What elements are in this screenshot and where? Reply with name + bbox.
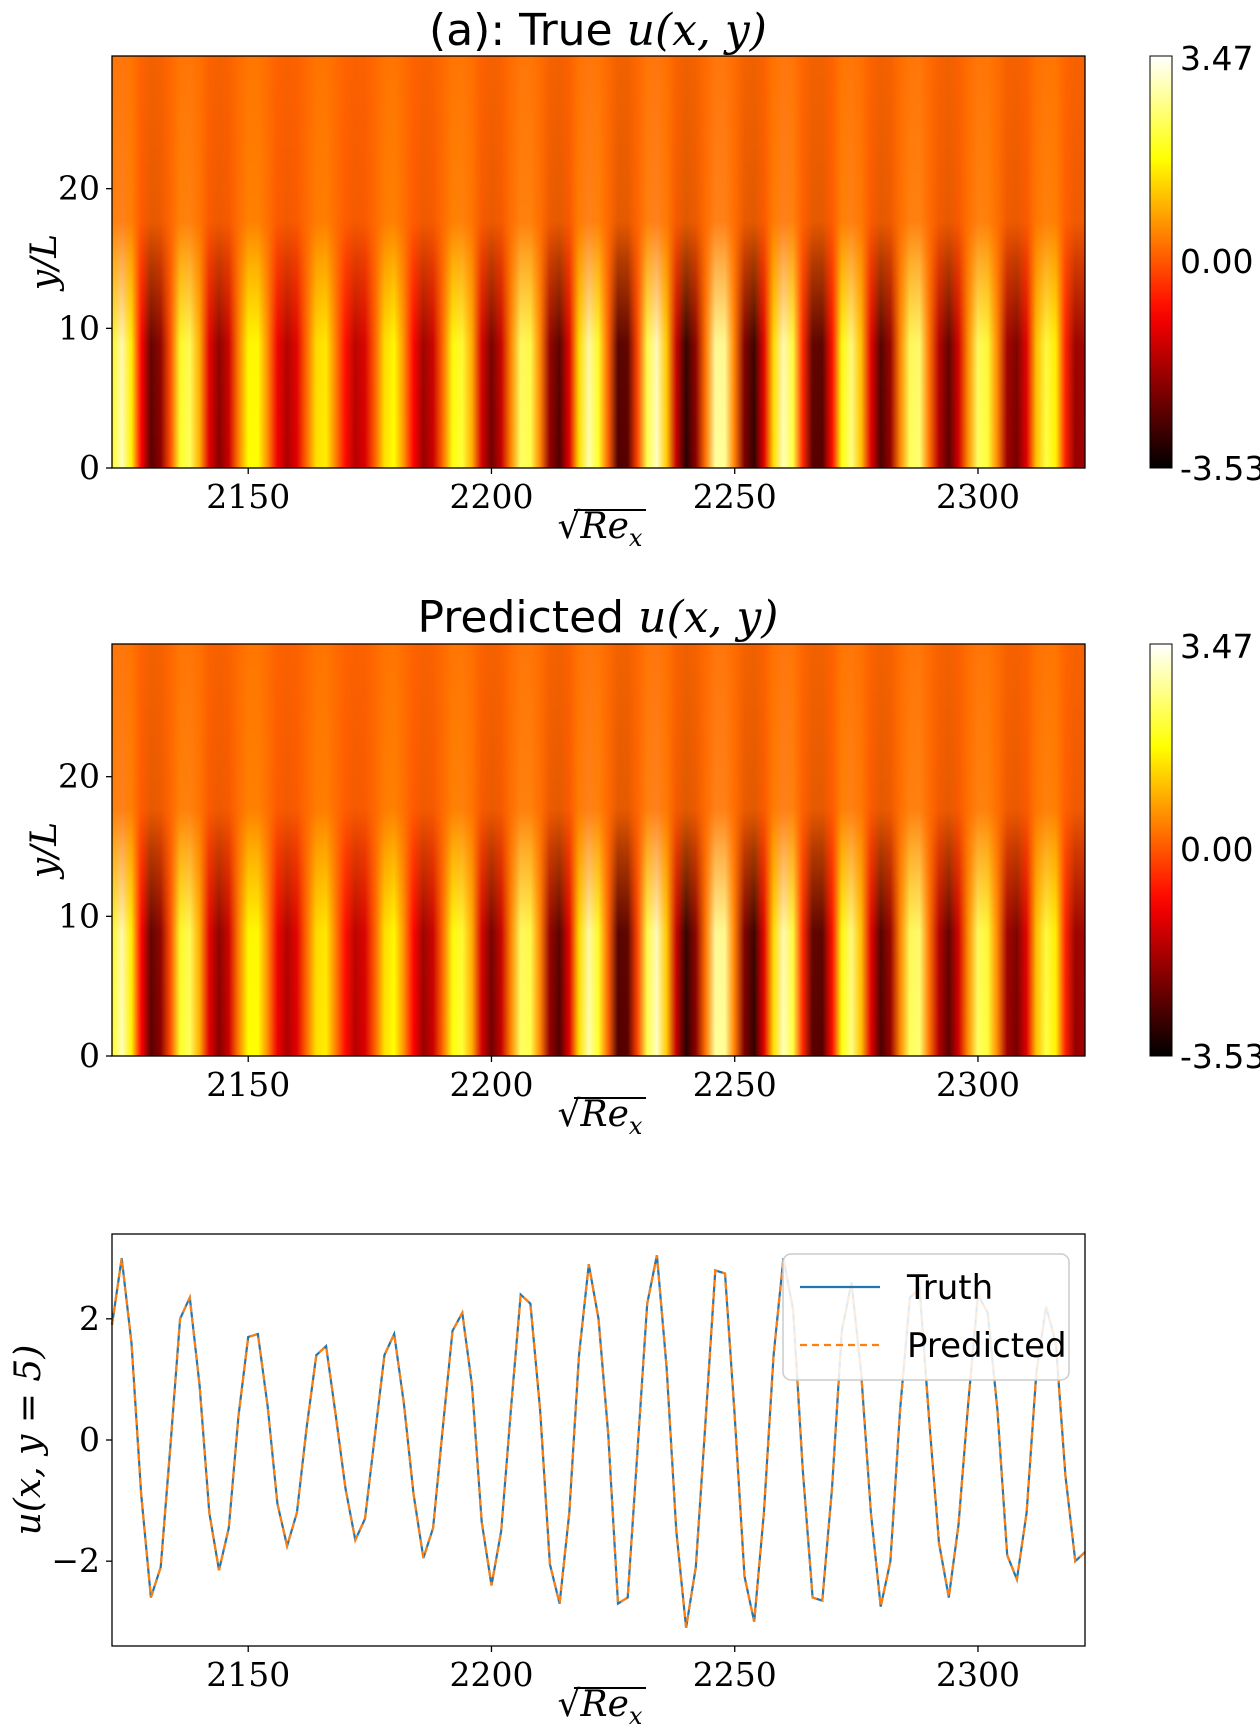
line-plot-ylabel: u(x, y = 5)	[8, 1345, 49, 1536]
true-colorbar-mid-label: 0.00	[1180, 242, 1253, 281]
predicted-colorbar-min-label: -3.53	[1180, 1037, 1260, 1076]
x-tick-label: 2150	[206, 1065, 290, 1104]
true-heatmap-xlabel: √Rex	[558, 506, 646, 552]
legend-truth-label: Truth	[906, 1268, 993, 1308]
x-tick-label: 2200	[449, 1655, 533, 1694]
legend-predicted-label: Predicted	[907, 1326, 1067, 1366]
y-tick-label: 20	[58, 757, 100, 796]
true-colorbar-max-label: 3.47	[1180, 39, 1253, 78]
predicted-colorbar-mid-label: 0.00	[1180, 830, 1253, 869]
predicted-colorbar	[1149, 643, 1173, 1057]
x-tick-label: 2250	[693, 1655, 777, 1694]
predicted-colorbar-max-label: 3.47	[1180, 627, 1253, 666]
x-tick-label: 2300	[936, 1655, 1020, 1694]
predicted-heatmap-title: Predicted u(x, y)	[418, 592, 779, 643]
y-tick-label: 10	[58, 896, 100, 935]
svg-text:√Rex: √Rex	[558, 506, 643, 552]
true-colorbar	[1149, 55, 1173, 469]
x-tick-label: 2300	[936, 1065, 1020, 1104]
x-tick-label: 2300	[936, 477, 1020, 516]
y-tick-label: 20	[58, 169, 100, 208]
y-tick-label: 0	[79, 1420, 100, 1459]
predicted-heatmap-panel: Predicted u(x, y) 2150 2200 2250 230001020 …	[24, 592, 1260, 1140]
x-tick-label: 2250	[693, 1065, 777, 1104]
true-heatmap-panel: (a): True u(x, y) 2150 2200 2250 230001020 …	[24, 5, 1260, 552]
y-tick-label: 2	[79, 1299, 100, 1338]
line-plot-frame	[111, 1233, 1086, 1647]
x-tick-label: 2250	[693, 477, 777, 516]
line-plot-panel: 2150 2200 2250 2300 −2 0 2 u(x, y = 5) √Rex Tr…	[8, 1233, 1086, 1730]
legend-box	[782, 1253, 1070, 1381]
y-tick-label: −2	[51, 1541, 100, 1580]
true-heatmap-title: (a): True u(x, y)	[429, 5, 767, 56]
x-tick-label: 2150	[206, 477, 290, 516]
y-tick-label: 0	[79, 1036, 100, 1075]
true-heatmap-ylabel: y/L	[24, 234, 65, 292]
predicted-heatmap-ylabel: y/L	[24, 822, 65, 880]
legend: Truth Predicted	[782, 1253, 1070, 1381]
x-tick-label: 2150	[206, 1655, 290, 1694]
svg-text:√Rex: √Rex	[558, 1094, 643, 1140]
y-tick-label: 0	[79, 448, 100, 487]
predicted-heatmap-xlabel: √Rex	[558, 1094, 646, 1140]
x-tick-label: 2200	[449, 477, 533, 516]
x-tick-label: 2200	[449, 1065, 533, 1104]
line-plot-xlabel: √Rex	[558, 1684, 646, 1730]
svg-text:√Rex: √Rex	[558, 1684, 643, 1730]
y-tick-label: 10	[58, 308, 100, 347]
true-colorbar-min-label: -3.53	[1180, 449, 1260, 488]
